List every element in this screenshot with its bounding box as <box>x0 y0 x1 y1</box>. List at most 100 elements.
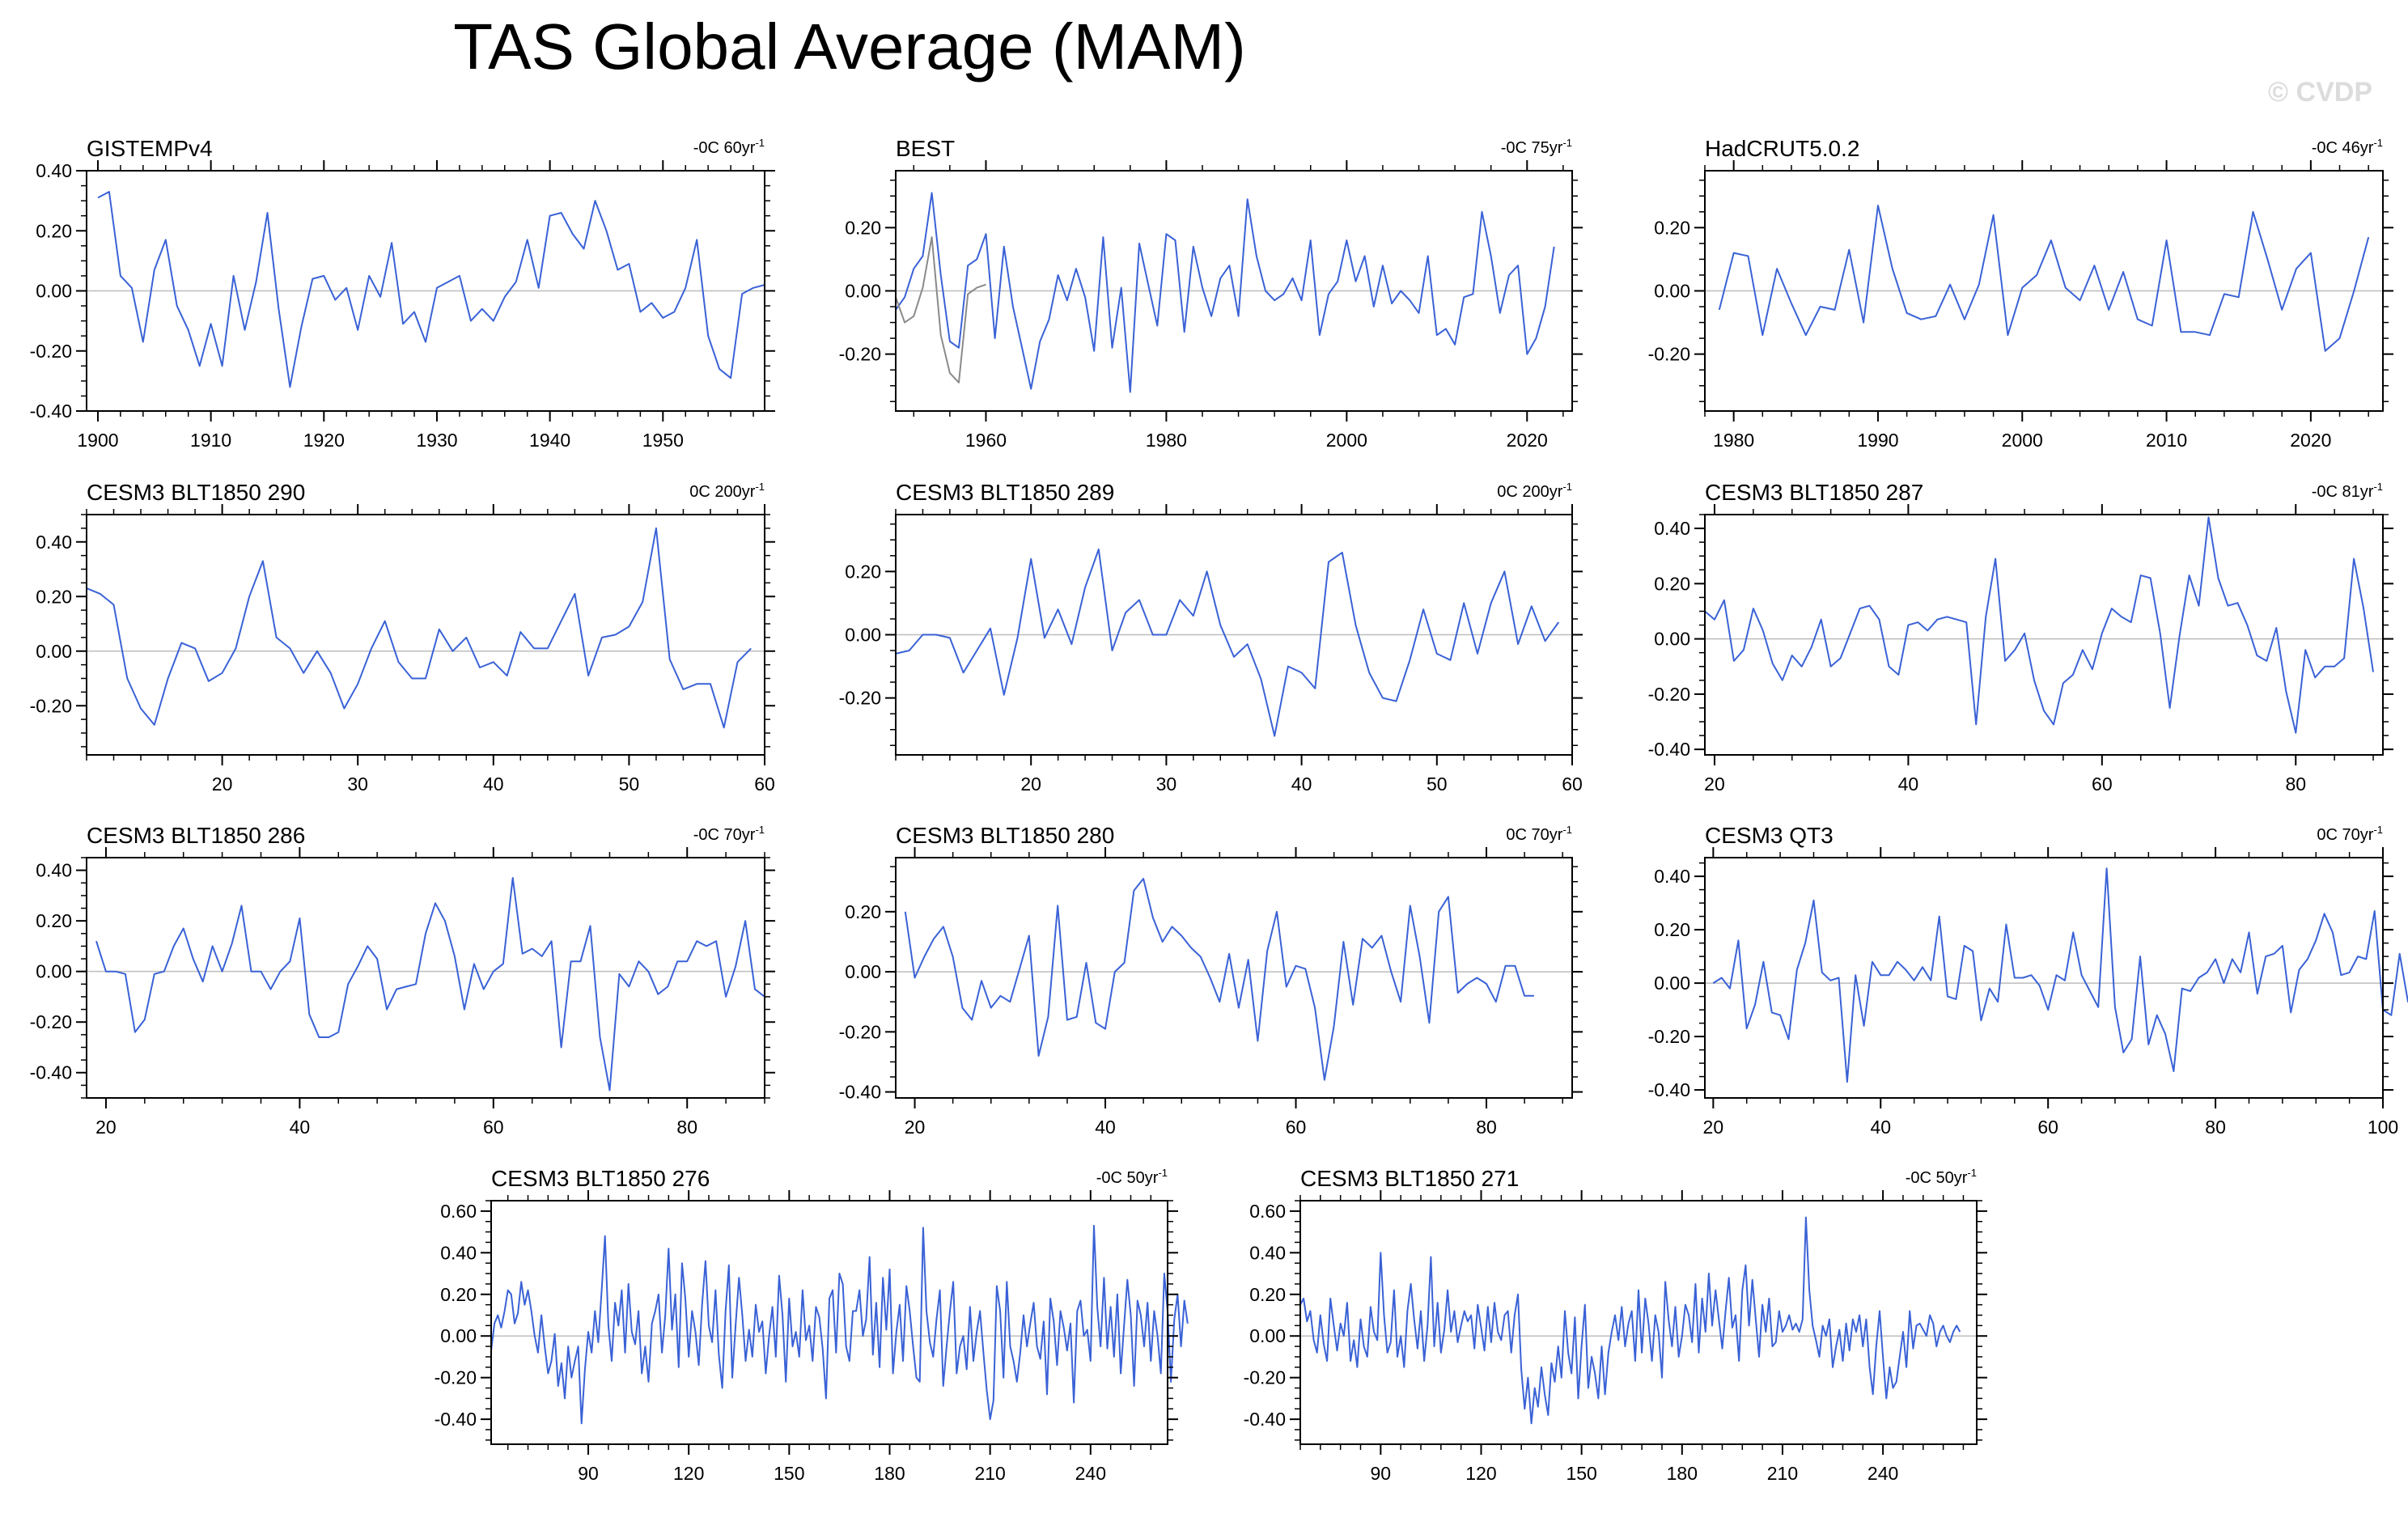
x-tick-label: 90 <box>1371 1463 1392 1484</box>
trend-superscript: -1 <box>755 824 765 836</box>
y-tick-label: 0.00 <box>845 625 881 646</box>
y-tick-label: 0.20 <box>1654 573 1690 594</box>
x-tick-label: 1950 <box>642 430 684 451</box>
x-tick-label: 60 <box>1286 1117 1307 1138</box>
y-tick-label: 0.20 <box>845 217 881 238</box>
trend-superscript: -1 <box>1562 824 1572 836</box>
chart-panels: -0.40 -0.20 0.00 0.20 0.40 1900 1910 1920 1930 19… <box>30 136 2408 1484</box>
y-tick-label: 0.20 <box>845 561 881 582</box>
x-tick-label: 2020 <box>2290 430 2331 451</box>
y-tick-label: -0.20 <box>1244 1367 1286 1388</box>
chart-panel: -0.40 -0.20 0.00 0.20 0.40 20 40 60 80 100 CESM3 Q… <box>1648 823 2408 1138</box>
trend-label: -0C 50yr-1 <box>1096 1167 1168 1187</box>
y-tick-label: 0.40 <box>1654 518 1690 539</box>
x-tick-label: 40 <box>1870 1117 1891 1138</box>
panel-title: CESM3 BLT1850 289 <box>896 480 1114 505</box>
x-tick-label: 40 <box>1095 1117 1116 1138</box>
y-tick-label: 0.60 <box>1249 1201 1286 1222</box>
chart-panel: -0.40 -0.20 0.00 0.20 0.40 0.60 90 120 150 180 210… <box>435 1166 1189 1484</box>
y-tick-label: 0.20 <box>36 910 72 931</box>
series-line <box>1718 205 2370 352</box>
x-tick-label: 40 <box>1898 773 1919 795</box>
x-tick-label: 20 <box>95 1117 117 1138</box>
y-tick-label: 0.20 <box>1249 1284 1286 1305</box>
y-tick-label: 0.20 <box>36 220 72 241</box>
y-tick-label: 0.60 <box>440 1201 477 1222</box>
series-line <box>895 549 1560 737</box>
x-tick-label: 60 <box>2092 773 2113 795</box>
y-tick-label: -0.40 <box>1648 1079 1690 1100</box>
y-tick-label: 0.00 <box>36 641 72 662</box>
y-tick-label: 0.40 <box>36 160 72 181</box>
y-tick-label: -0.20 <box>839 1021 881 1042</box>
x-tick-label: 80 <box>1476 1117 1497 1138</box>
x-tick-label: 40 <box>1291 773 1312 795</box>
series-line <box>1299 1216 1961 1425</box>
y-tick-label: -0.20 <box>1648 344 1690 365</box>
figure-title: TAS Global Average (MAM) <box>453 11 1246 83</box>
trend-label: 0C 70yr-1 <box>2317 824 2383 844</box>
x-tick-label: 50 <box>1427 773 1448 795</box>
y-tick-label: -0.20 <box>1648 1026 1690 1047</box>
y-tick-label: -0.40 <box>30 400 72 422</box>
plot-frame <box>895 857 1573 1099</box>
x-tick-label: 210 <box>974 1463 1005 1484</box>
x-tick-label: 30 <box>347 773 368 795</box>
chart-panel: -0.40 -0.20 0.00 0.20 0.40 20 40 60 80 CESM3 BLT1… <box>30 823 775 1138</box>
x-tick-label: 20 <box>905 1117 926 1138</box>
trend-superscript: -1 <box>755 137 765 149</box>
y-tick-label: -0.20 <box>30 341 72 362</box>
y-tick-label: -0.20 <box>435 1367 477 1388</box>
y-tick-label: -0.20 <box>839 688 881 709</box>
x-tick-label: 1940 <box>529 430 570 451</box>
series-line <box>95 877 765 1091</box>
series-line <box>86 527 752 729</box>
y-tick-label: 0.20 <box>36 586 72 607</box>
y-tick-label: -0.20 <box>839 344 881 365</box>
series-line <box>1712 867 2408 1083</box>
y-tick-label: 0.20 <box>1654 919 1690 940</box>
trend-label: -0C 70yr-1 <box>693 824 765 844</box>
series-line <box>895 192 1555 393</box>
x-tick-label: 30 <box>1156 773 1177 795</box>
trend-superscript: -1 <box>2373 481 2383 493</box>
trend-label: 0C 200yr-1 <box>689 481 765 501</box>
trend-label: 0C 70yr-1 <box>1506 824 1572 844</box>
y-tick-label: -0.20 <box>1648 684 1690 705</box>
plot-frame <box>1704 857 2384 1099</box>
x-tick-label: 20 <box>212 773 233 795</box>
y-tick-label: 0.00 <box>1654 629 1690 650</box>
y-tick-label: 0.20 <box>440 1284 477 1305</box>
y-tick-label: 0.00 <box>1654 281 1690 302</box>
y-tick-label: -0.20 <box>30 1011 72 1032</box>
x-tick-label: 1930 <box>416 430 457 451</box>
x-tick-label: 60 <box>1562 773 1583 795</box>
series-line <box>490 1224 1189 1425</box>
x-tick-label: 240 <box>1075 1463 1106 1484</box>
y-tick-label: 0.40 <box>1249 1242 1286 1263</box>
panel-title: CESM3 QT3 <box>1705 823 1834 848</box>
y-tick-label: 0.40 <box>36 532 72 553</box>
series-line <box>904 878 1534 1081</box>
y-tick-label: -0.40 <box>30 1062 72 1083</box>
x-tick-label: 80 <box>676 1117 697 1138</box>
x-tick-label: 1920 <box>303 430 345 451</box>
chart-panel: -0.40 -0.20 0.00 0.20 20 40 60 80 CESM3 BLT1850 … <box>839 823 1583 1138</box>
y-tick-label: 0.20 <box>845 901 881 922</box>
x-tick-label: 2020 <box>1507 430 1548 451</box>
plot-frame <box>86 514 765 756</box>
plot-frame <box>1299 1200 1978 1445</box>
panel-title: CESM3 BLT1850 287 <box>1705 480 1923 505</box>
trend-label: -0C 60yr-1 <box>693 137 765 157</box>
x-tick-label: 60 <box>754 773 775 795</box>
chart-panel: -0.40 -0.20 0.00 0.20 0.40 0.60 90 120 150 180 210… <box>1244 1166 1987 1484</box>
x-tick-label: 1900 <box>77 430 118 451</box>
panel-title: BEST <box>896 136 955 161</box>
chart-panel: -0.40 -0.20 0.00 0.20 0.40 1900 1910 1920 1930 19… <box>30 136 775 451</box>
x-tick-label: 20 <box>1704 773 1725 795</box>
panel-title: HadCRUT5.0.2 <box>1705 136 1859 161</box>
y-tick-label: 0.00 <box>1654 973 1690 994</box>
x-tick-label: 150 <box>774 1463 804 1484</box>
y-tick-label: 0.00 <box>1249 1325 1286 1346</box>
